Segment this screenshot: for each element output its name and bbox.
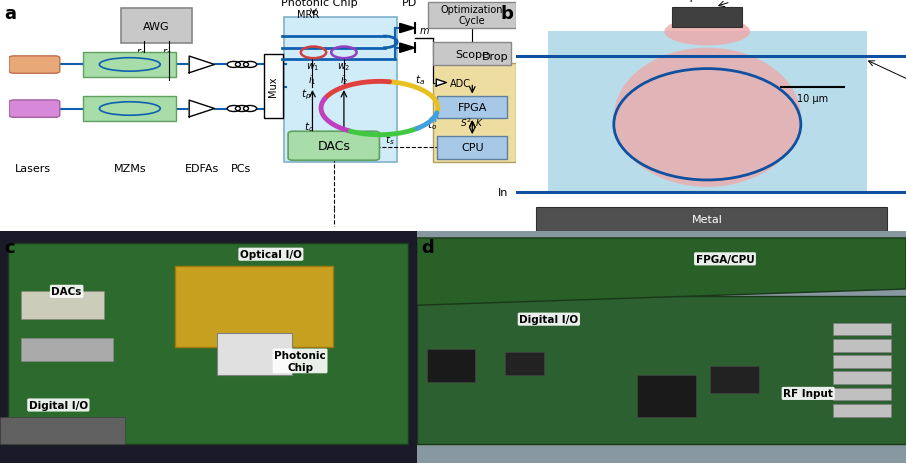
Text: Optical I/O: Optical I/O xyxy=(240,250,302,260)
Text: EDFAs: EDFAs xyxy=(185,164,219,174)
Text: Mux: Mux xyxy=(268,76,278,97)
Bar xyxy=(547,32,867,194)
Text: FPGA/CPU: FPGA/CPU xyxy=(696,254,755,264)
Polygon shape xyxy=(437,80,447,87)
Text: Photonic
Chip: Photonic Chip xyxy=(275,350,326,372)
FancyBboxPatch shape xyxy=(120,9,192,44)
Text: c: c xyxy=(5,238,14,257)
Bar xyxy=(505,352,544,375)
Polygon shape xyxy=(400,44,415,53)
Text: ADC: ADC xyxy=(449,78,470,88)
Text: Photonic Chip: Photonic Chip xyxy=(281,0,358,8)
Text: $w_2$: $w_2$ xyxy=(337,61,351,73)
Polygon shape xyxy=(189,101,215,118)
Text: N-Doped Heater: N-Doped Heater xyxy=(662,0,752,2)
Text: $i_1$: $i_1$ xyxy=(308,73,316,87)
Bar xyxy=(710,366,759,394)
Text: Scope: Scope xyxy=(456,50,489,59)
Text: $t_c$: $t_c$ xyxy=(304,120,314,134)
FancyBboxPatch shape xyxy=(264,55,283,119)
Text: $i_2$: $i_2$ xyxy=(340,73,348,87)
Text: Metal: Metal xyxy=(692,214,723,225)
Text: $t_s$: $t_s$ xyxy=(385,132,394,146)
Text: $t_p$: $t_p$ xyxy=(302,88,312,102)
FancyBboxPatch shape xyxy=(82,97,177,121)
FancyBboxPatch shape xyxy=(9,57,60,74)
Bar xyxy=(427,350,476,382)
Bar xyxy=(672,8,742,28)
Text: Digital I/O: Digital I/O xyxy=(519,314,578,325)
Polygon shape xyxy=(417,296,906,444)
Text: $t_a$: $t_a$ xyxy=(415,73,425,87)
Text: PCs: PCs xyxy=(231,164,252,174)
FancyBboxPatch shape xyxy=(433,43,511,66)
Text: Optimization
Cycle: Optimization Cycle xyxy=(440,5,503,26)
Bar xyxy=(0,417,125,444)
Text: AWG: AWG xyxy=(143,22,169,31)
Text: $r_2$: $r_2$ xyxy=(161,46,171,59)
Text: In: In xyxy=(498,187,508,197)
FancyBboxPatch shape xyxy=(433,64,516,163)
Bar xyxy=(833,388,892,400)
Bar xyxy=(21,338,112,361)
FancyBboxPatch shape xyxy=(429,2,516,29)
Text: 10 μm: 10 μm xyxy=(797,94,828,104)
FancyBboxPatch shape xyxy=(82,53,177,77)
Bar xyxy=(637,375,696,417)
Text: RF Input: RF Input xyxy=(783,388,834,399)
Text: FPGA: FPGA xyxy=(458,103,487,113)
Polygon shape xyxy=(400,24,415,33)
Ellipse shape xyxy=(614,49,801,188)
Bar xyxy=(175,266,333,347)
Text: $w_1$: $w_1$ xyxy=(305,61,319,73)
Text: b: b xyxy=(501,5,514,23)
Text: PD: PD xyxy=(402,0,418,8)
Text: a: a xyxy=(4,5,16,23)
Bar xyxy=(833,356,892,368)
Text: d: d xyxy=(421,238,434,257)
Text: Lasers: Lasers xyxy=(15,164,52,174)
Bar xyxy=(536,207,886,232)
Bar xyxy=(833,323,892,336)
FancyBboxPatch shape xyxy=(9,101,60,118)
Text: $t_o$: $t_o$ xyxy=(427,118,437,132)
Text: MZMs: MZMs xyxy=(113,164,146,174)
FancyBboxPatch shape xyxy=(288,132,380,161)
Bar xyxy=(217,333,292,375)
Text: Drop: Drop xyxy=(482,52,508,62)
Text: $S^2, K$: $S^2, K$ xyxy=(460,116,484,129)
Text: CPU: CPU xyxy=(461,143,484,153)
Bar xyxy=(833,371,892,384)
Ellipse shape xyxy=(664,19,750,46)
Polygon shape xyxy=(417,238,906,306)
Text: $r_1$: $r_1$ xyxy=(136,46,146,59)
Polygon shape xyxy=(8,243,409,444)
Text: MRR: MRR xyxy=(297,10,320,20)
Bar xyxy=(833,339,892,352)
FancyBboxPatch shape xyxy=(438,137,507,159)
Text: DACs: DACs xyxy=(317,140,351,153)
Polygon shape xyxy=(189,57,215,74)
Bar xyxy=(21,292,104,319)
FancyBboxPatch shape xyxy=(284,18,397,163)
Text: $m$: $m$ xyxy=(419,26,429,36)
Bar xyxy=(833,404,892,417)
Text: DACs: DACs xyxy=(52,287,82,297)
FancyBboxPatch shape xyxy=(438,96,507,119)
Text: Digital I/O: Digital I/O xyxy=(29,400,88,410)
